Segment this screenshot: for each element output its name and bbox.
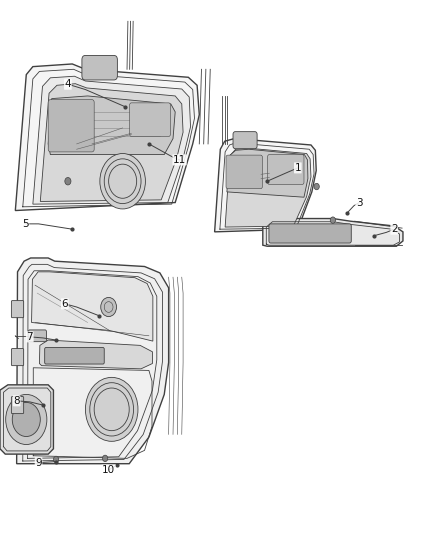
Polygon shape xyxy=(15,64,199,211)
FancyBboxPatch shape xyxy=(226,155,262,189)
Text: 5: 5 xyxy=(22,219,29,229)
FancyBboxPatch shape xyxy=(130,103,170,136)
Circle shape xyxy=(53,456,59,463)
Polygon shape xyxy=(225,148,311,227)
Polygon shape xyxy=(32,272,153,341)
Polygon shape xyxy=(215,139,316,232)
Polygon shape xyxy=(33,76,191,204)
Polygon shape xyxy=(0,385,53,454)
Circle shape xyxy=(314,183,319,190)
Polygon shape xyxy=(227,149,308,197)
Circle shape xyxy=(100,154,145,209)
Text: 6: 6 xyxy=(61,299,68,309)
Circle shape xyxy=(330,217,336,223)
Text: 1: 1 xyxy=(294,163,301,173)
Circle shape xyxy=(6,394,47,445)
Circle shape xyxy=(65,177,71,185)
Text: 2: 2 xyxy=(391,224,398,234)
Text: 10: 10 xyxy=(102,465,115,475)
Polygon shape xyxy=(39,340,152,369)
Circle shape xyxy=(12,402,40,437)
Polygon shape xyxy=(40,84,183,201)
Text: 9: 9 xyxy=(35,458,42,467)
Circle shape xyxy=(85,377,138,441)
FancyBboxPatch shape xyxy=(11,349,24,366)
FancyBboxPatch shape xyxy=(11,397,24,414)
Circle shape xyxy=(101,297,117,317)
Polygon shape xyxy=(263,219,403,246)
FancyBboxPatch shape xyxy=(28,330,46,342)
Circle shape xyxy=(102,455,108,462)
Text: 7: 7 xyxy=(26,332,33,342)
Text: 8: 8 xyxy=(13,396,20,406)
Polygon shape xyxy=(17,258,169,464)
FancyBboxPatch shape xyxy=(48,100,94,152)
FancyBboxPatch shape xyxy=(233,132,257,149)
FancyBboxPatch shape xyxy=(82,55,117,80)
FancyBboxPatch shape xyxy=(269,224,351,243)
Polygon shape xyxy=(48,96,175,155)
Text: 11: 11 xyxy=(173,155,186,165)
Text: 3: 3 xyxy=(356,198,363,207)
FancyBboxPatch shape xyxy=(45,348,104,364)
FancyBboxPatch shape xyxy=(11,301,24,318)
FancyBboxPatch shape xyxy=(268,155,304,184)
Text: 4: 4 xyxy=(64,79,71,89)
